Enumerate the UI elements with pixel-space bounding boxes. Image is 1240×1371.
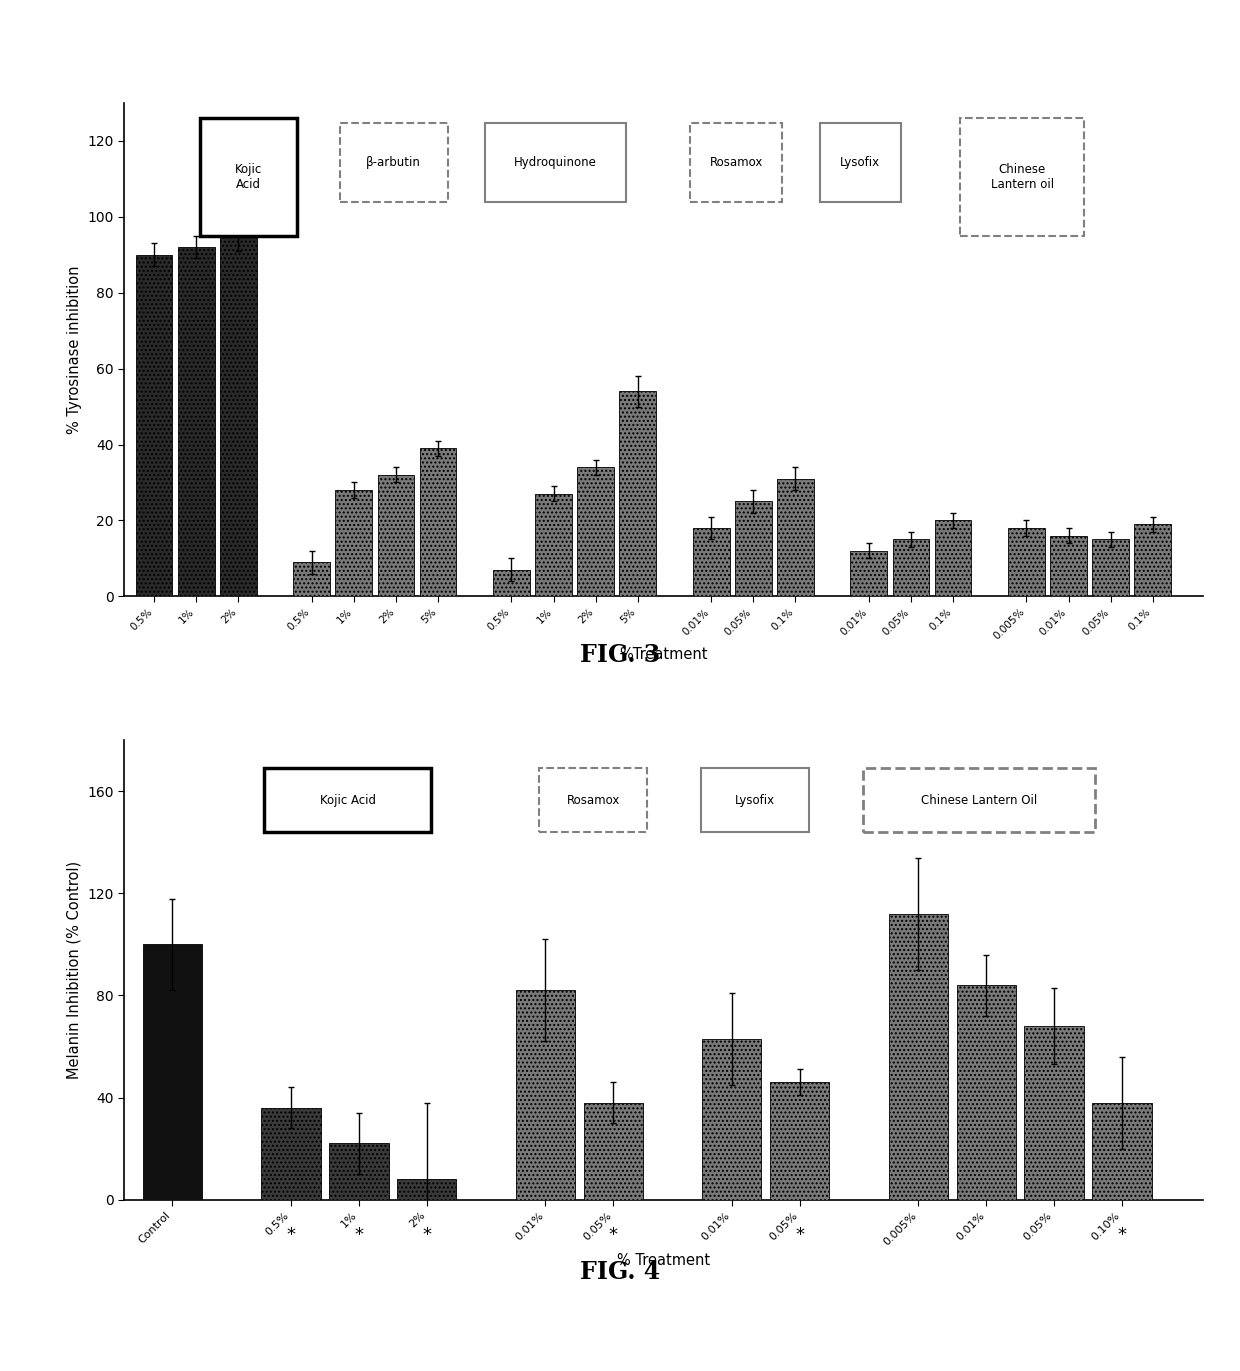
Bar [935, 521, 971, 596]
X-axis label: %Treatment: %Treatment [619, 647, 708, 662]
Bar [177, 247, 215, 596]
Text: *: * [609, 1226, 618, 1245]
Bar [584, 1102, 642, 1200]
FancyBboxPatch shape [200, 118, 296, 236]
FancyBboxPatch shape [264, 768, 432, 832]
Bar [536, 494, 572, 596]
FancyBboxPatch shape [539, 768, 647, 832]
Text: *: * [423, 1226, 432, 1245]
Text: Chinese
Lantern oil: Chinese Lantern oil [991, 163, 1054, 191]
Bar [735, 502, 771, 596]
Bar [143, 945, 202, 1200]
Bar [956, 986, 1016, 1200]
Bar [135, 255, 172, 596]
Bar [578, 468, 614, 596]
Text: Hydroquinone: Hydroquinone [515, 155, 596, 169]
FancyBboxPatch shape [485, 122, 626, 202]
Bar [777, 478, 813, 596]
Bar [1050, 536, 1087, 596]
Text: β-arbutin: β-arbutin [366, 155, 422, 169]
Text: FIG. 4: FIG. 4 [580, 1260, 660, 1285]
Bar [851, 551, 887, 596]
Text: *: * [1117, 1226, 1126, 1245]
Bar [335, 489, 372, 596]
Text: Lysofix: Lysofix [841, 155, 880, 169]
Bar [516, 990, 575, 1200]
Text: FIG. 3: FIG. 3 [580, 643, 660, 668]
Text: *: * [355, 1226, 363, 1245]
Bar [494, 570, 529, 596]
Bar [330, 1143, 388, 1200]
Text: Kojic Acid: Kojic Acid [320, 794, 376, 806]
FancyBboxPatch shape [340, 122, 448, 202]
Bar [419, 448, 456, 596]
Bar [893, 539, 929, 596]
Bar [397, 1179, 456, 1200]
Bar [1008, 528, 1045, 596]
Text: Rosamox: Rosamox [709, 155, 763, 169]
FancyBboxPatch shape [863, 768, 1095, 832]
Bar [1092, 539, 1128, 596]
Y-axis label: % Tyrosinase inhibition: % Tyrosinase inhibition [67, 266, 82, 433]
Bar [219, 236, 257, 596]
FancyBboxPatch shape [960, 118, 1084, 236]
Text: Lysofix: Lysofix [735, 794, 775, 806]
Text: Kojic
Acid: Kojic Acid [234, 163, 262, 191]
Bar [702, 1039, 761, 1200]
Bar [1135, 524, 1171, 596]
FancyBboxPatch shape [691, 122, 782, 202]
Text: Chinese Lantern Oil: Chinese Lantern Oil [921, 794, 1037, 806]
Bar [377, 474, 414, 596]
Text: *: * [286, 1226, 295, 1245]
FancyBboxPatch shape [820, 122, 900, 202]
Bar [619, 391, 656, 596]
Bar [294, 562, 330, 596]
Bar [770, 1082, 830, 1200]
Text: *: * [795, 1226, 805, 1245]
Bar [1024, 1026, 1084, 1200]
Bar [1092, 1102, 1152, 1200]
Bar [889, 914, 947, 1200]
Bar [693, 528, 729, 596]
FancyBboxPatch shape [701, 768, 808, 832]
X-axis label: % Treatment: % Treatment [616, 1253, 711, 1268]
Bar [262, 1108, 321, 1200]
Text: Rosamox: Rosamox [567, 794, 620, 806]
Y-axis label: Melanin Inhibition (% Control): Melanin Inhibition (% Control) [67, 861, 82, 1079]
